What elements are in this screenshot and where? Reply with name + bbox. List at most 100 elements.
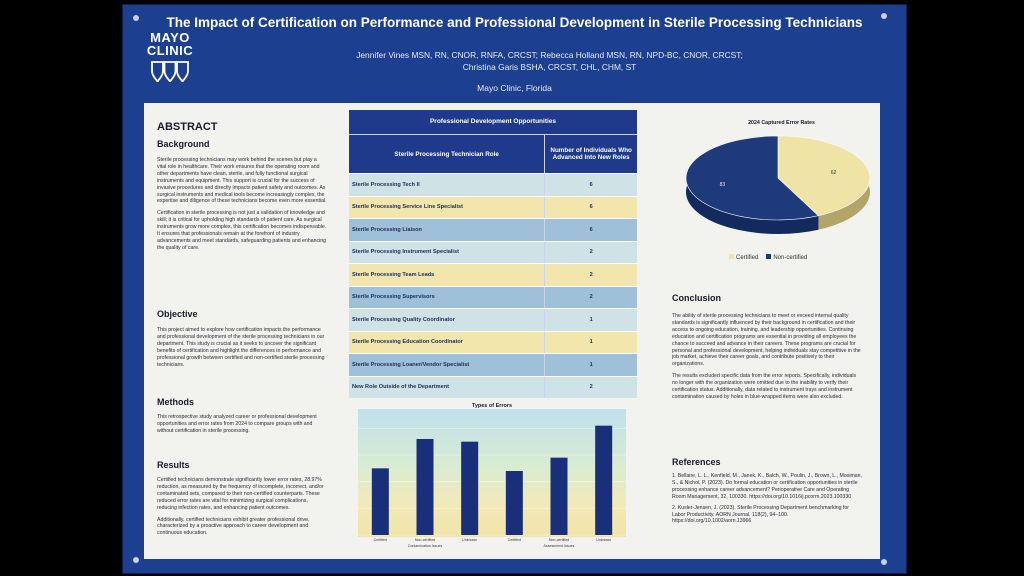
methods-section: This retrospective study analyzed career… xyxy=(157,414,327,435)
logo-text-line1: MAYO xyxy=(150,30,190,45)
bar xyxy=(550,457,568,535)
conclusion-section: The ability of sterile processing techni… xyxy=(672,313,862,401)
table-row: Sterile Processing Loaner/Vendor Special… xyxy=(349,353,637,376)
table-row: Sterile Processing Team Leads 2 xyxy=(349,263,637,286)
role-cell: New Role Outside of the Department xyxy=(352,384,449,391)
legend-label: Certified xyxy=(736,255,759,261)
role-cell: Sterile Processing Loaner/Vendor Special… xyxy=(352,361,470,368)
count-cell: 2 xyxy=(544,264,637,286)
count-cell: 2 xyxy=(544,286,637,308)
legend-item-certified: Certified xyxy=(729,254,758,261)
role-cell: Sterile Processing Team Leads xyxy=(352,271,435,278)
pin-icon xyxy=(133,15,139,21)
table-header-row: Sterile Processing Technician Role Numbe… xyxy=(349,134,637,173)
background-heading: Background xyxy=(157,139,210,149)
pie-chart-svg: 62 83 xyxy=(685,135,871,234)
table-row: New Role Outside of the Department 2 xyxy=(349,375,637,398)
x-tick-label: Certified xyxy=(508,538,521,542)
reference-1: 1. Bellaire, L. L., Kenfield, M., Janek,… xyxy=(672,473,863,500)
pie-slice-side xyxy=(685,136,819,234)
count-cell: 1 xyxy=(544,354,637,376)
background-section: Sterile processing technicians may work … xyxy=(157,157,327,252)
results-text-1: Certified technicians demonstrate signif… xyxy=(157,477,324,511)
x-tick-label: Unknown xyxy=(462,538,477,542)
pie-chart-title: 2024 Captured Error Rates xyxy=(748,120,815,126)
mayo-clinic-logo: MAYO CLINIC xyxy=(137,31,203,89)
content-panel: ABSTRACT Background Sterile processing t… xyxy=(144,103,880,559)
objective-section: This project aimed to explore how certif… xyxy=(157,327,327,368)
group-label: Contamination Issues xyxy=(408,544,443,548)
pie-legend: Certified Non-certified xyxy=(729,254,807,261)
legend-swatch xyxy=(766,254,772,259)
abstract-heading: ABSTRACT xyxy=(157,121,218,133)
count-cell: 1 xyxy=(544,331,637,353)
role-cell: Sterile Processing Liaison xyxy=(352,226,422,233)
count-cell: 2 xyxy=(544,376,637,398)
references-section: 1. Bellaire, L. L., Kenfield, M., Janek,… xyxy=(672,473,862,529)
bar xyxy=(505,471,523,535)
table-row: Sterile Processing Instrument Specialist… xyxy=(349,240,637,263)
table-title: Professional Development Opportunities xyxy=(349,110,637,134)
objective-heading: Objective xyxy=(157,309,198,319)
pie-slice xyxy=(777,135,871,217)
results-text-2: Additionally, certified technicians exhi… xyxy=(157,516,310,537)
poster-title: The Impact of Certification on Performan… xyxy=(166,15,863,30)
poster: The Impact of Certification on Performan… xyxy=(122,4,907,574)
table-body: Sterile Processing Tech II 6 Sterile Proce… xyxy=(349,173,637,398)
bar xyxy=(461,441,479,535)
group-label: Assessment Issues xyxy=(544,544,575,548)
table-row: Sterile Processing Quality Coordinator 1 xyxy=(349,308,637,331)
conclusion-heading: Conclusion xyxy=(672,293,721,303)
pie-data-label: 83 xyxy=(720,182,726,188)
table-row: Sterile Processing Education Coordinator… xyxy=(349,330,637,353)
pin-icon xyxy=(881,559,887,565)
x-tick-label: Unknown xyxy=(596,538,611,542)
pin-icon xyxy=(881,13,887,19)
reference-2: 2. Kusler-Jensen, J. (2023). Sterile Pro… xyxy=(672,504,850,525)
methods-text: This retrospective study analyzed career… xyxy=(157,414,317,434)
x-tick-label: Certified xyxy=(374,538,387,542)
references-heading: References xyxy=(672,457,721,467)
methods-heading: Methods xyxy=(157,397,194,407)
role-cell: Sterile Processing Supervisors xyxy=(352,294,435,301)
role-cell: Sterile Processing Tech II xyxy=(352,181,420,188)
count-cell: 1 xyxy=(544,309,637,331)
pie-slice xyxy=(685,135,820,221)
count-cell: 2 xyxy=(544,241,637,263)
affiliation: Mayo Clinic, Florida xyxy=(477,83,552,93)
x-tick-label: Non-certified xyxy=(415,538,435,542)
column-header-count: Number of Individuals Who Advanced Into … xyxy=(544,135,637,173)
table-row: Sterile Processing Service Line Speciali… xyxy=(349,195,637,218)
shields-icon xyxy=(151,61,189,83)
development-table: Professional Development Opportunities S… xyxy=(349,110,637,398)
background-text-1: Sterile processing technicians may work … xyxy=(157,157,327,205)
legend-swatch xyxy=(729,254,734,259)
chart-background xyxy=(358,409,626,537)
pin-icon xyxy=(133,557,139,563)
background-text-2: Certification in sterile processing is n… xyxy=(157,210,327,251)
table-row: Sterile Processing Liaison 6 xyxy=(349,218,637,241)
authors-line-2: Christina Garis BSHA, CRCST, CHL, CHM, S… xyxy=(462,62,637,72)
role-cell: Sterile Processing Quality Coordinator xyxy=(352,316,455,323)
logo-text-line2: CLINIC xyxy=(146,43,194,58)
table-row: Sterile Processing Supervisors 2 xyxy=(349,285,637,308)
role-cell: Sterile Processing Service Line Speciali… xyxy=(352,204,463,211)
count-cell: 6 xyxy=(544,219,637,241)
bar xyxy=(416,439,434,535)
role-cell: Sterile Processing Education Coordinator xyxy=(352,339,463,346)
role-cell: Sterile Processing Instrument Specialist xyxy=(352,249,459,256)
table-row: Sterile Processing Tech II 6 xyxy=(349,173,637,196)
column-header-role: Sterile Processing Technician Role xyxy=(394,150,499,158)
count-cell: 6 xyxy=(544,174,637,196)
legend-label: Non-certified xyxy=(773,255,808,261)
author-list: Jennifer Vines MSN, RN, CNOR, RNFA, CRCS… xyxy=(233,49,866,73)
pie-data-label: 62 xyxy=(831,170,837,176)
legend-item-non-certified: Non-certified xyxy=(766,254,807,261)
objective-text: This project aimed to explore how certif… xyxy=(157,327,325,368)
bar-chart-title: Types of Errors xyxy=(471,403,513,409)
results-section: Certified technicians demonstrate signif… xyxy=(157,477,327,537)
bar xyxy=(595,425,613,535)
results-heading: Results xyxy=(157,460,190,470)
bar xyxy=(371,468,389,535)
conclusion-text-2: The results excluded specific data from … xyxy=(672,373,857,400)
